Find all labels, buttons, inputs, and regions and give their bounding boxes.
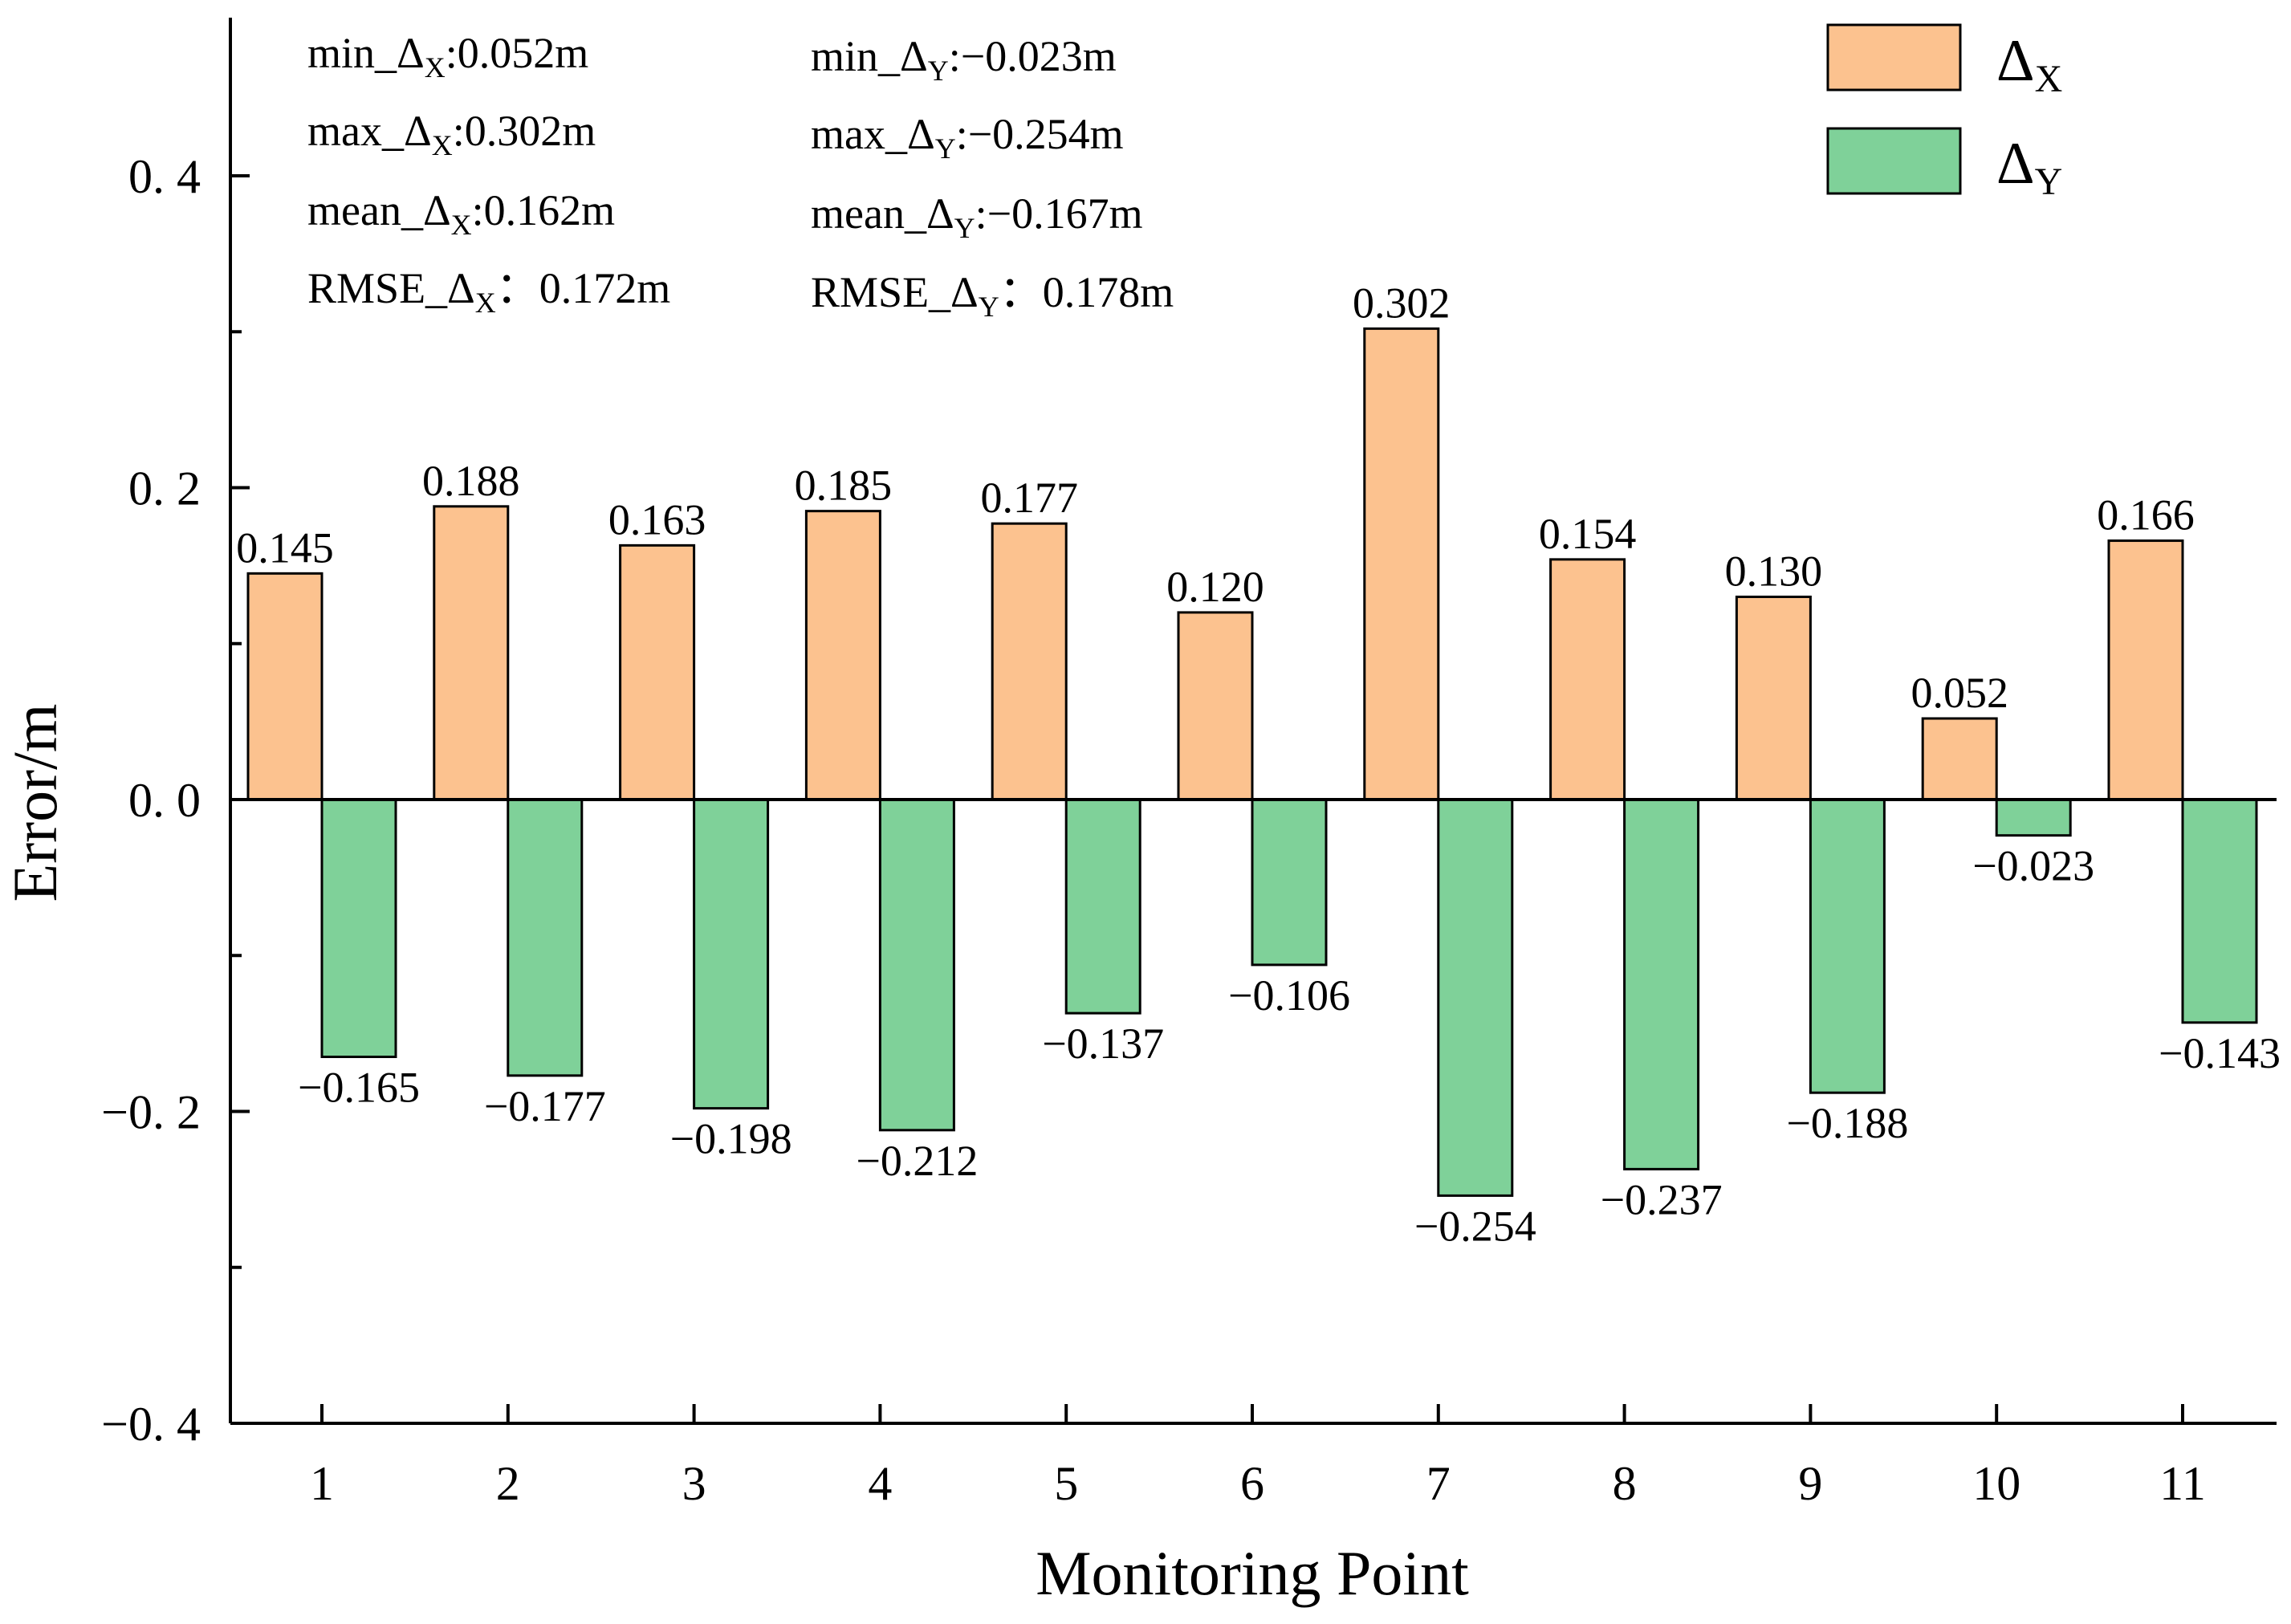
data-label-dy-1: −0.165 (298, 1064, 420, 1112)
bar-dx-7 (1363, 327, 1440, 801)
data-label-dy-3: −0.198 (670, 1115, 792, 1163)
legend-label-x: ΔX (1996, 28, 2062, 100)
bar-dy-5 (1064, 798, 1141, 1015)
y-tick-label-0: 0. 4 (128, 150, 201, 203)
data-label-dx-1: 0.145 (236, 523, 334, 572)
stat-rmse-x: RMSE_ΔX：0.172m (307, 264, 670, 319)
stat-mean-x: mean_ΔX:0.162m (307, 186, 615, 241)
bar-dy-2 (507, 798, 584, 1077)
bar-dx-8 (1549, 558, 1626, 801)
stat-mean-y: mean_ΔY:−0.167m (811, 189, 1143, 244)
bar-dy-3 (693, 798, 770, 1110)
bar-dx-4 (804, 510, 881, 801)
bar-dx-11 (2107, 539, 2184, 801)
bar-dy-8 (1623, 798, 1700, 1170)
bar-dy-7 (1437, 798, 1514, 1197)
bar-dy-1 (320, 798, 397, 1059)
data-label-dx-9: 0.130 (1725, 547, 1823, 595)
data-label-dx-5: 0.177 (980, 474, 1078, 522)
data-label-dx-8: 0.154 (1539, 510, 1637, 558)
data-label-dx-6: 0.120 (1166, 563, 1264, 611)
x-tick-label-10: 10 (1972, 1457, 2020, 1510)
bar-dy-11 (2181, 798, 2258, 1024)
bar-dx-2 (433, 505, 510, 801)
x-tick-label-2: 2 (496, 1457, 520, 1510)
bar-dx-5 (991, 522, 1068, 801)
data-label-dx-7: 0.302 (1353, 279, 1451, 327)
bar-dy-6 (1251, 798, 1328, 967)
data-label-dy-7: −0.254 (1414, 1202, 1536, 1250)
data-label-dx-2: 0.188 (422, 457, 520, 505)
bar-dy-10 (1995, 798, 2072, 837)
y-tick-label-4: −0. 4 (101, 1398, 201, 1451)
x-tick-label-11: 11 (2159, 1457, 2206, 1510)
x-tick-label-4: 4 (868, 1457, 892, 1510)
legend: ΔX ΔY (1826, 23, 2062, 203)
data-label-dy-6: −0.106 (1228, 971, 1350, 1020)
legend-swatch-x (1826, 23, 1962, 92)
bar-dx-10 (1921, 717, 1998, 801)
y-axis-title: Error/m (0, 704, 70, 902)
x-tick-label-8: 8 (1613, 1457, 1637, 1510)
legend-swatch-y (1826, 127, 1962, 195)
data-label-dy-2: −0.177 (484, 1082, 606, 1130)
data-label-dx-3: 0.163 (608, 495, 706, 543)
bar-dx-9 (1735, 595, 1812, 801)
x-tick-label-6: 6 (1240, 1457, 1264, 1510)
x-tick-label-5: 5 (1054, 1457, 1078, 1510)
y-tick-label-1: 0. 2 (128, 462, 201, 515)
x-tick-label-1: 1 (310, 1457, 334, 1510)
data-label-dx-10: 0.052 (1911, 669, 2008, 717)
y-tick-label-3: −0. 2 (101, 1086, 201, 1139)
data-label-dx-4: 0.185 (795, 462, 893, 510)
data-label-dy-10: −0.023 (1972, 842, 2094, 890)
bars (246, 327, 2258, 1197)
data-label-dy-5: −0.137 (1042, 1020, 1164, 1068)
x-tick-label-7: 7 (1426, 1457, 1451, 1510)
data-labels: 0.145 −0.165 0.188 −0.177 0.163 −0.198 0.185 −0… (236, 279, 2281, 1250)
data-label-dx-11: 0.166 (2097, 491, 2195, 539)
x-axis-title: Monitoring Point (1036, 1538, 1469, 1608)
bar-dx-3 (619, 543, 696, 801)
data-label-dy-11: −0.143 (2159, 1029, 2281, 1077)
stat-max-y: max_ΔY:−0.254m (811, 110, 1124, 165)
bar-dy-4 (878, 798, 955, 1132)
x-tick-label-3: 3 (682, 1457, 706, 1510)
bar-dy-9 (1809, 798, 1886, 1094)
legend-label-y: ΔY (1996, 131, 2062, 203)
stat-min-y: min_ΔY:−0.023m (811, 32, 1117, 87)
stats-annotations: min_ΔX:0.052m max_ΔX:0.302m mean_ΔX:0.16… (307, 29, 1174, 323)
data-label-dy-4: −0.212 (856, 1137, 978, 1185)
bar-dx-6 (1177, 611, 1254, 801)
y-tick-label-2: 0. 0 (128, 774, 201, 827)
data-label-dy-8: −0.237 (1601, 1175, 1723, 1223)
stat-max-x: max_ΔX:0.302m (307, 107, 596, 161)
stat-min-x: min_ΔX:0.052m (307, 29, 588, 83)
data-label-dy-9: −0.188 (1786, 1099, 1908, 1147)
bar-dx-1 (246, 572, 324, 801)
stat-rmse-y: RMSE_ΔY：0.178m (811, 268, 1174, 323)
x-tick-label-9: 9 (1798, 1457, 1822, 1510)
axes: 0. 4 0. 2 0. 0 −0. 2 −0. 4 1 2 3 4 5 6 7 8 9 10 11 (101, 18, 2277, 1510)
